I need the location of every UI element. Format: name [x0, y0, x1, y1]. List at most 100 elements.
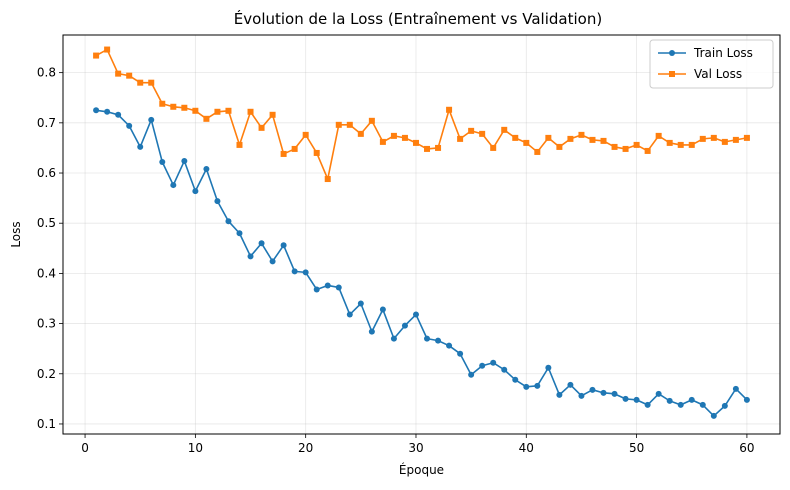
data-point: [390, 132, 397, 139]
data-point: [710, 412, 717, 419]
data-point: [446, 342, 453, 349]
x-tick-label: 60: [739, 441, 754, 455]
series-line: [95, 48, 748, 180]
data-point: [512, 376, 519, 383]
data-point: [258, 240, 265, 247]
data-point: [479, 130, 486, 137]
y-tick-label: 0.5: [37, 216, 56, 230]
data-point: [401, 134, 408, 141]
data-point: [556, 391, 563, 398]
legend-item: Val Loss: [658, 67, 742, 81]
data-point: [357, 130, 364, 137]
data-point: [401, 322, 408, 329]
data-point: [214, 198, 221, 205]
legend-label: Train Loss: [693, 46, 753, 60]
data-point: [611, 390, 618, 397]
data-point: [633, 396, 640, 403]
data-point: [181, 157, 188, 164]
data-point: [236, 141, 243, 148]
data-point: [214, 108, 221, 115]
y-tick-label: 0.8: [37, 66, 56, 80]
data-point: [501, 366, 508, 373]
data-point: [379, 306, 386, 313]
series-val-loss: [93, 46, 750, 183]
data-point: [104, 108, 111, 115]
y-axis-label: Loss: [9, 221, 23, 247]
y-tick-label: 0.1: [37, 417, 56, 431]
data-point: [225, 218, 232, 225]
data-point: [159, 158, 166, 165]
data-point: [137, 79, 144, 86]
data-point: [170, 182, 177, 189]
data-point: [622, 145, 629, 152]
data-point: [148, 116, 155, 123]
data-point: [192, 188, 199, 195]
data-point: [280, 242, 287, 249]
data-point: [412, 311, 419, 318]
data-point: [567, 381, 574, 388]
data-point: [302, 131, 309, 138]
data-point: [633, 141, 640, 148]
data-point: [435, 337, 442, 344]
data-point: [324, 176, 331, 183]
data-point: [666, 139, 673, 146]
data-point: [159, 100, 166, 107]
data-point: [666, 397, 673, 404]
data-point: [302, 269, 309, 276]
data-point: [732, 136, 739, 143]
data-point: [677, 401, 684, 408]
x-tick-label: 30: [408, 441, 423, 455]
data-point: [346, 121, 353, 128]
x-tick-label: 40: [519, 441, 534, 455]
data-point: [578, 131, 585, 138]
data-point: [93, 107, 100, 114]
data-point: [743, 396, 750, 403]
data-point: [280, 150, 287, 157]
data-point: [148, 79, 155, 86]
chart-title: Évolution de la Loss (Entraînement vs Va…: [234, 9, 602, 28]
data-point: [644, 147, 651, 154]
data-point: [721, 402, 728, 409]
data-point: [600, 137, 607, 144]
data-point: [699, 135, 706, 142]
data-point: [655, 132, 662, 139]
data-point: [688, 396, 695, 403]
data-point: [247, 253, 254, 260]
data-point: [126, 72, 133, 79]
y-tick-label: 0.4: [37, 266, 56, 280]
legend-box: [649, 39, 774, 89]
series-group: [93, 46, 750, 419]
data-point: [247, 108, 254, 115]
data-point: [258, 124, 265, 131]
data-point: [291, 268, 298, 275]
data-point: [93, 52, 100, 59]
data-point: [192, 107, 199, 114]
data-point: [390, 335, 397, 342]
series-line: [95, 109, 748, 417]
data-point: [534, 148, 541, 155]
data-point: [225, 107, 232, 114]
y-tick-label: 0.6: [37, 166, 56, 180]
data-point: [501, 126, 508, 133]
data-point: [677, 141, 684, 148]
x-tick-label: 50: [629, 441, 644, 455]
data-point: [269, 111, 276, 118]
data-point: [313, 286, 320, 293]
data-point: [269, 258, 276, 265]
data-point: [567, 135, 574, 142]
data-point: [490, 359, 497, 366]
data-point: [556, 143, 563, 150]
legend-label: Val Loss: [694, 67, 742, 81]
data-point: [412, 139, 419, 146]
data-point: [324, 282, 331, 289]
data-point: [545, 364, 552, 371]
data-point: [534, 382, 541, 389]
data-point: [523, 383, 530, 390]
data-point: [490, 144, 497, 151]
data-point: [104, 46, 111, 53]
data-point: [335, 121, 342, 128]
data-point: [379, 138, 386, 145]
data-point: [126, 122, 133, 129]
